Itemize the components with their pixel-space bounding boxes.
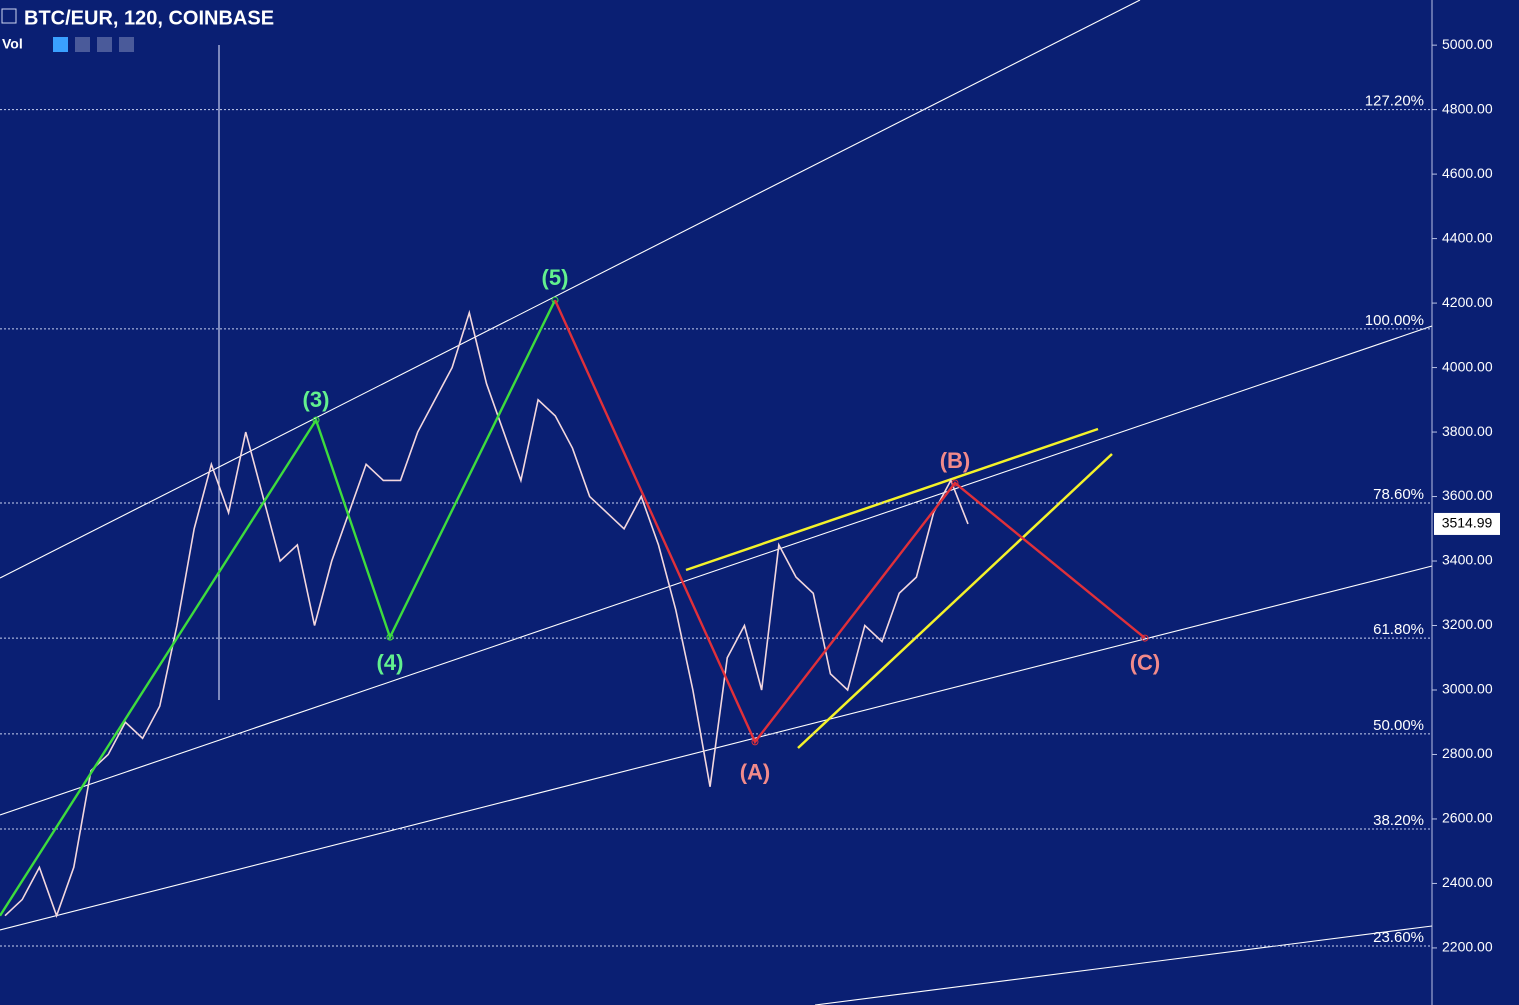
wave-label: (C) bbox=[1130, 650, 1161, 675]
y-tick-label: 4400.00 bbox=[1442, 229, 1493, 245]
fib-label: 78.60% bbox=[1373, 486, 1424, 503]
wave-label: (B) bbox=[940, 448, 971, 473]
y-tick-label: 2800.00 bbox=[1442, 745, 1493, 761]
last-price-label: 3514.99 bbox=[1442, 515, 1493, 531]
wave-point bbox=[312, 416, 320, 424]
last-price-box bbox=[1434, 512, 1500, 535]
wave-label: (3) bbox=[303, 387, 330, 412]
wave-point bbox=[551, 296, 559, 304]
wave-label: (5) bbox=[542, 265, 569, 290]
wave-point bbox=[951, 479, 959, 487]
y-tick-label: 3200.00 bbox=[1442, 616, 1493, 632]
y-tick-label: 3400.00 bbox=[1442, 552, 1493, 568]
fib-label: 100.00% bbox=[1365, 312, 1424, 329]
wave-point bbox=[386, 633, 394, 641]
fib-label: 50.00% bbox=[1373, 717, 1424, 734]
y-tick-label: 3600.00 bbox=[1442, 487, 1493, 503]
wedge-lines bbox=[685, 427, 1113, 749]
wave-line bbox=[0, 299, 557, 917]
wave-point bbox=[1141, 634, 1149, 642]
y-tick-label: 2600.00 bbox=[1442, 810, 1493, 826]
y-tick-label: 2400.00 bbox=[1442, 874, 1493, 890]
collapse-icon[interactable] bbox=[1, 8, 17, 24]
indicator-visibility[interactable] bbox=[53, 37, 68, 52]
fib-label: 61.80% bbox=[1373, 621, 1424, 638]
price-line bbox=[4, 309, 969, 919]
wave-label: (A) bbox=[740, 760, 771, 785]
wave-point bbox=[751, 738, 759, 746]
indicator-label[interactable]: Vol bbox=[2, 36, 23, 52]
fib-label: 127.20% bbox=[1365, 93, 1424, 110]
wave-line bbox=[553, 299, 1146, 745]
indicator-remove[interactable] bbox=[119, 37, 134, 52]
indicator-settings[interactable] bbox=[75, 37, 90, 52]
y-tick-label: 4800.00 bbox=[1442, 100, 1493, 116]
y-tick-label: 3800.00 bbox=[1442, 423, 1493, 439]
fib-label: 38.20% bbox=[1373, 812, 1424, 829]
y-tick-label: 4600.00 bbox=[1442, 165, 1493, 181]
y-tick-label: 2200.00 bbox=[1442, 939, 1493, 955]
y-tick-label: 4200.00 bbox=[1442, 294, 1493, 310]
y-tick-label: 3000.00 bbox=[1442, 681, 1493, 697]
y-tick-label: 4000.00 bbox=[1442, 358, 1493, 374]
wave-label: (4) bbox=[377, 650, 404, 675]
fib-label: 23.60% bbox=[1373, 929, 1424, 946]
y-tick-label: 5000.00 bbox=[1442, 36, 1493, 52]
indicator-add[interactable] bbox=[97, 37, 112, 52]
symbol-title[interactable]: BTC/EUR, 120, COINBASE bbox=[24, 7, 274, 29]
